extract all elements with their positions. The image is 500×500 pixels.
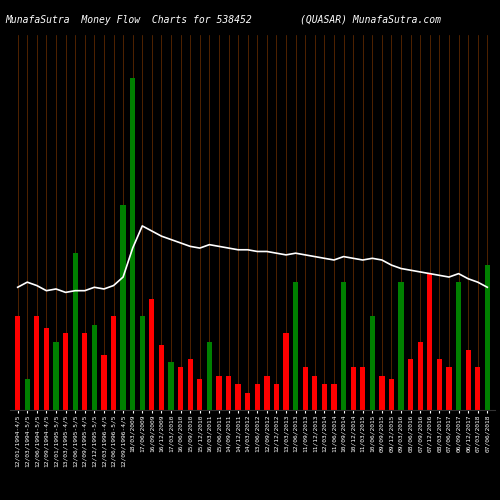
Bar bbox=[216, 376, 222, 410]
Bar bbox=[178, 368, 183, 410]
Bar bbox=[264, 376, 270, 410]
Text: (QUASAR) MunafaSutra.com: (QUASAR) MunafaSutra.com bbox=[300, 15, 441, 25]
Bar bbox=[360, 368, 366, 410]
Bar bbox=[44, 328, 49, 410]
Bar bbox=[475, 368, 480, 410]
Bar bbox=[130, 78, 136, 410]
Bar bbox=[188, 359, 193, 410]
Bar bbox=[149, 299, 154, 410]
Bar bbox=[398, 282, 404, 410]
Bar bbox=[437, 359, 442, 410]
Bar bbox=[226, 376, 231, 410]
Bar bbox=[302, 368, 308, 410]
Bar bbox=[341, 282, 346, 410]
Bar bbox=[15, 316, 20, 410]
Bar bbox=[120, 206, 126, 410]
Bar bbox=[332, 384, 336, 410]
Bar bbox=[140, 316, 145, 410]
Bar bbox=[254, 384, 260, 410]
Bar bbox=[293, 282, 298, 410]
Bar bbox=[466, 350, 471, 410]
Bar bbox=[322, 384, 327, 410]
Bar bbox=[389, 380, 394, 410]
Bar bbox=[168, 362, 173, 410]
Bar bbox=[92, 325, 97, 410]
Bar bbox=[418, 342, 423, 410]
Bar bbox=[274, 384, 279, 410]
Bar bbox=[197, 380, 202, 410]
Bar bbox=[370, 316, 375, 410]
Bar bbox=[245, 393, 250, 410]
Bar bbox=[484, 265, 490, 410]
Bar bbox=[72, 253, 78, 410]
Bar bbox=[284, 334, 288, 410]
Bar bbox=[82, 334, 87, 410]
Bar bbox=[34, 316, 40, 410]
Bar bbox=[159, 345, 164, 410]
Bar bbox=[456, 282, 461, 410]
Bar bbox=[408, 359, 414, 410]
Bar bbox=[24, 380, 30, 410]
Bar bbox=[102, 356, 106, 410]
Bar bbox=[380, 376, 384, 410]
Bar bbox=[111, 316, 116, 410]
Bar bbox=[63, 334, 68, 410]
Bar bbox=[427, 274, 432, 410]
Bar bbox=[54, 342, 59, 410]
Bar bbox=[236, 384, 241, 410]
Bar bbox=[312, 376, 318, 410]
Text: MunafaSutra  Money Flow  Charts for 538452: MunafaSutra Money Flow Charts for 538452 bbox=[5, 15, 252, 25]
Bar bbox=[446, 368, 452, 410]
Bar bbox=[350, 368, 356, 410]
Bar bbox=[206, 342, 212, 410]
